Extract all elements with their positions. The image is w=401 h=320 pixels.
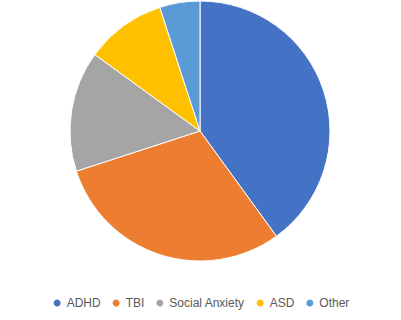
svg-text:TBI: TBI xyxy=(126,296,145,310)
svg-text:ADHD: ADHD xyxy=(67,296,101,310)
svg-text:Social Anxiety: Social Anxiety xyxy=(169,296,244,310)
svg-text:Other: Other xyxy=(319,296,349,310)
svg-text:ASD: ASD xyxy=(270,296,295,310)
